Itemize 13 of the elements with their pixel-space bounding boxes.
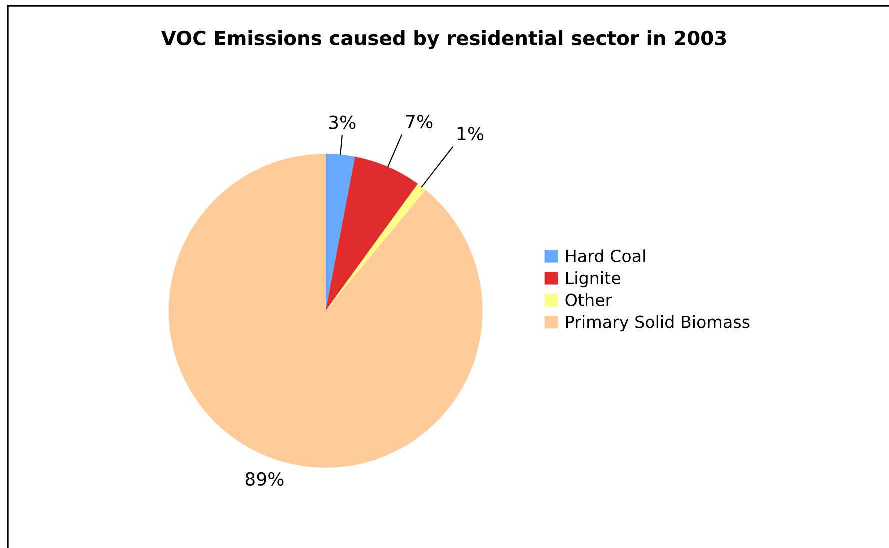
legend-label: Primary Solid Biomass [566, 315, 750, 332]
pie-slice [326, 156, 418, 311]
pie-slice [168, 154, 483, 468]
data-label: 1% [458, 127, 484, 141]
pie-slice [326, 184, 426, 311]
data-label: 3% [329, 116, 356, 130]
legend-label: Lignite [566, 272, 620, 288]
chart-title: VOC Emissions caused by residential sector in 2003 [161, 30, 726, 50]
data-label: 7% [406, 114, 433, 129]
legend-label: Other [566, 294, 612, 306]
data-label: 89% [246, 472, 284, 486]
pie-slice [326, 154, 356, 311]
legend-label: Hard Coal [566, 250, 646, 262]
